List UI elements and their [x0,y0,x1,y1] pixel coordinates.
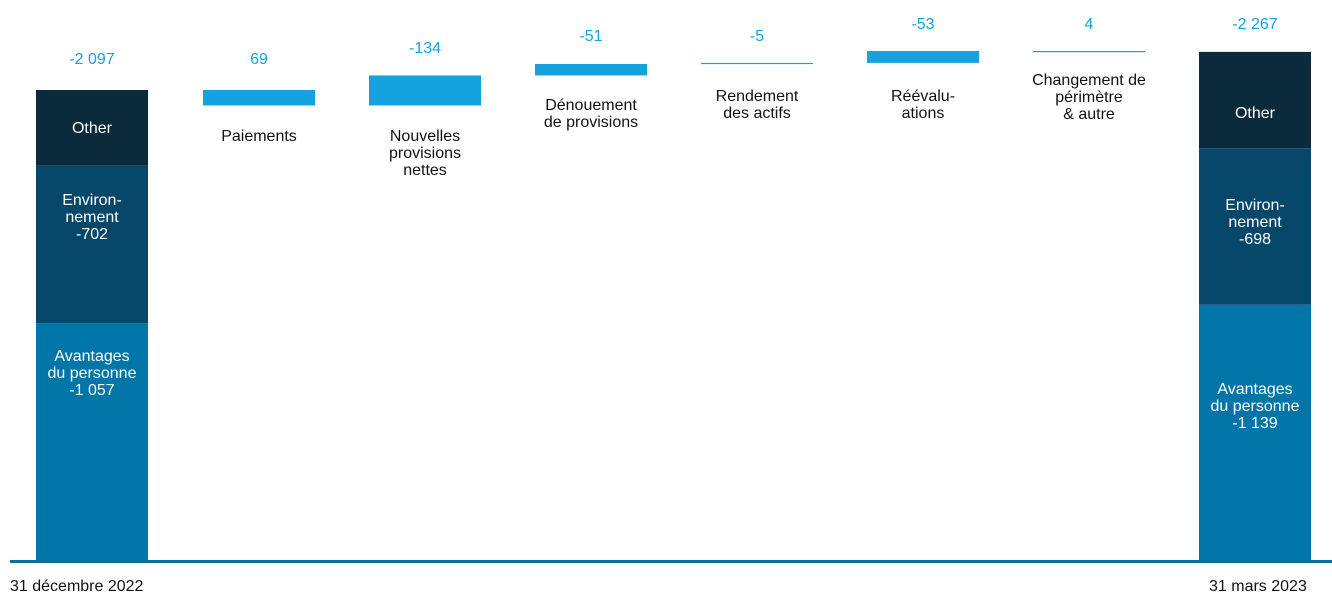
change-bar-2 [369,75,481,106]
category-label-3: Dénouement de provisions [543,97,639,131]
segment-label-environnement-end: Environ- nement -698 [1225,197,1285,249]
segment-label-environnement-start: Environ- nement -702 [62,191,122,243]
segment-label-avantages-end: Avantages du personne -1 139 [1210,380,1300,432]
bar-segment-environnement-end [1199,148,1311,305]
bar-segment-avantages-start [36,323,148,560]
segment-label-other-start: Other [71,120,112,137]
bar-segment-other-start [36,90,148,166]
change-bar-6 [1033,51,1145,53]
bar-segment-environnement-start [36,165,148,324]
value-label-5: -5 [749,28,765,45]
value-label-6: -53 [911,16,935,33]
value-label-2: 69 [250,51,268,68]
baseline-axis [10,560,1332,563]
bar-segment-avantages-end [1199,304,1311,560]
change-bar-1 [203,90,315,106]
value-label-1: -2 097 [69,51,115,68]
segment-label-other-end: Other [1234,104,1275,122]
change-bar-5 [867,51,979,63]
category-label-1: Paiements [221,128,297,145]
date-label-end: 31 mars 2023 [1209,578,1307,595]
value-label-7: 4 [1084,16,1094,33]
segment-label-avantages-start: Avantages du personne -1 057 [47,348,137,400]
category-label-6: Changement de périmètre & autre [1032,72,1146,123]
value-label-8: -2 267 [1232,16,1278,33]
date-label-start: 31 décembre 2022 [10,578,144,595]
bar-segment-other-end [1199,51,1311,149]
change-bar-4 [701,62,813,65]
change-bar-3 [535,64,647,76]
value-label-4: -51 [579,28,603,45]
category-label-4: Rendement des actifs [715,88,799,122]
category-label-5: Réévalu- ations [890,88,956,122]
value-label-3: -134 [408,40,442,57]
category-label-2: Nouvelles provisions nettes [388,128,462,179]
